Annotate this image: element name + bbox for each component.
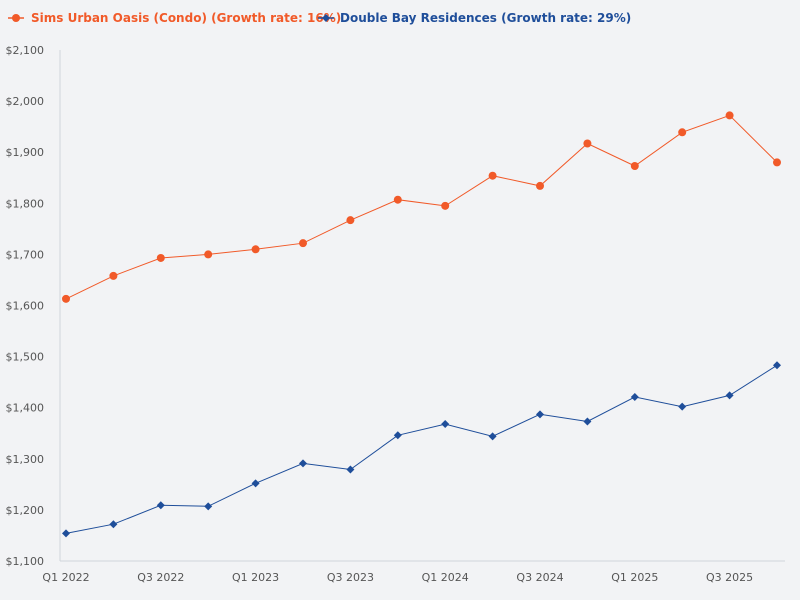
data-point [678, 402, 687, 411]
x-tick-label: Q1 2023 [232, 571, 279, 584]
y-tick-label: $1,500 [6, 351, 45, 364]
data-point [441, 420, 450, 429]
data-point [630, 392, 639, 401]
x-tick-label: Q3 2023 [327, 571, 374, 584]
data-point [62, 294, 70, 303]
legend-label-series-2: Double Bay Residences (Growth rate: 29%) [340, 11, 631, 25]
series-line-2 [65, 364, 778, 534]
data-point [441, 201, 450, 210]
data-point [109, 520, 118, 529]
data-point [678, 128, 687, 137]
x-tick-label: Q1 2025 [611, 571, 658, 584]
data-point [62, 529, 70, 538]
y-tick-label: $2,100 [6, 44, 45, 57]
data-point [251, 245, 260, 254]
x-tick-label: Q3 2022 [137, 571, 184, 584]
data-point [156, 501, 165, 510]
data-point [393, 431, 402, 440]
data-point [488, 171, 497, 180]
data-point [583, 139, 592, 148]
x-tick-label: Q1 2024 [422, 571, 469, 584]
y-tick-label: $1,200 [6, 504, 45, 517]
data-point [583, 417, 592, 426]
data-point [725, 391, 734, 400]
y-tick-label: $1,300 [6, 453, 45, 466]
legend-marker-series-1 [12, 14, 20, 22]
data-point [393, 195, 402, 204]
data-point [299, 459, 307, 468]
series-line-1 [65, 114, 778, 300]
data-point [488, 432, 497, 441]
y-tick-label: $1,600 [6, 300, 45, 313]
data-point [773, 361, 781, 370]
legend-item-series-1[interactable]: Sims Urban Oasis (Condo) (Growth rate: 1… [8, 11, 341, 25]
data-point [725, 111, 734, 120]
data-point [299, 239, 307, 248]
y-tick-label: $1,800 [6, 197, 45, 210]
y-tick-label: $1,100 [6, 555, 45, 568]
data-point [630, 161, 639, 170]
data-point [536, 410, 544, 419]
y-tick-label: $2,000 [6, 95, 45, 108]
data-point [109, 271, 118, 280]
series-2 [62, 361, 781, 538]
series-1 [62, 111, 781, 303]
x-tick-label: Q3 2025 [706, 571, 753, 584]
chart-plot-area [62, 111, 781, 538]
data-point [204, 502, 213, 511]
data-point [346, 465, 355, 474]
data-point [536, 181, 544, 190]
data-point [346, 216, 355, 225]
x-tick-label: Q1 2022 [42, 571, 89, 584]
legend-label-series-1: Sims Urban Oasis (Condo) (Growth rate: 1… [31, 11, 341, 25]
data-point [773, 158, 781, 167]
y-tick-label: $1,700 [6, 248, 45, 261]
legend-item-series-2[interactable]: Double Bay Residences (Growth rate: 29%) [318, 11, 631, 25]
legend-marker-series-2 [322, 14, 330, 22]
y-tick-label: $1,900 [6, 146, 45, 159]
chart-axes: $1,100 $1,200 $1,300 $1,400 $1,500 $1,600 $1,7… [6, 44, 785, 584]
data-point [251, 479, 260, 488]
x-tick-label: Q3 2024 [516, 571, 563, 584]
y-tick-label: $1,400 [6, 402, 45, 415]
data-point [156, 253, 165, 262]
chart-legend: Sims Urban Oasis (Condo) (Growth rate: 1… [8, 11, 631, 25]
data-point [204, 250, 213, 259]
